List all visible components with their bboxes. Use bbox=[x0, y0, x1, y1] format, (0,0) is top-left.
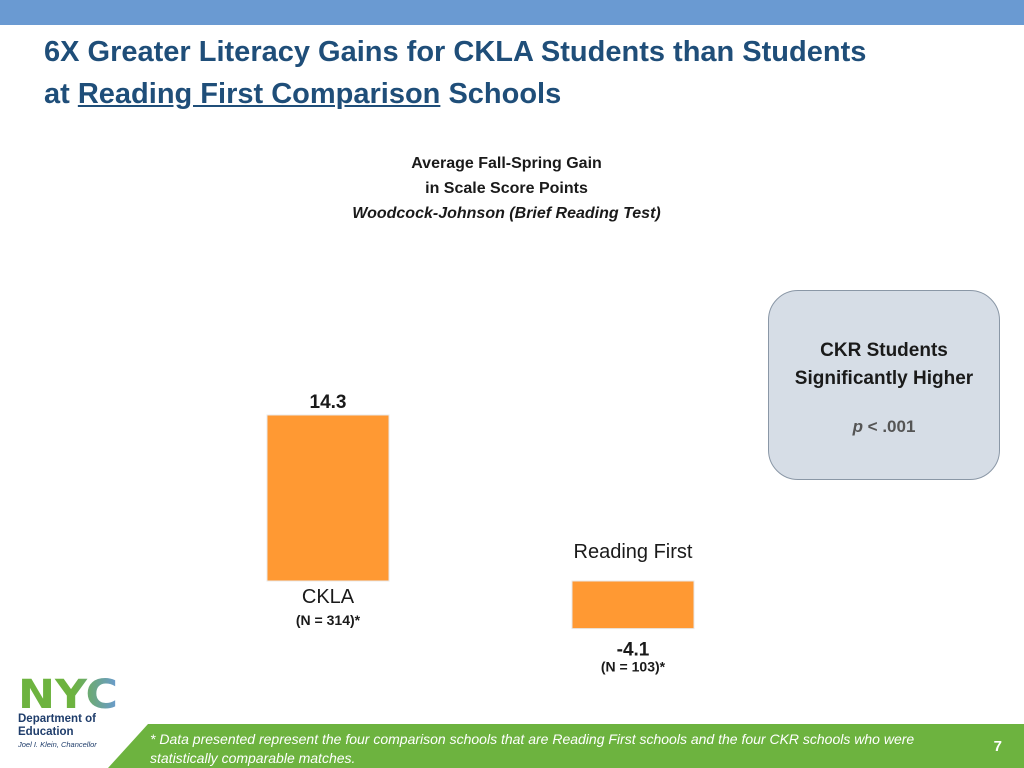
value-label-reading-first: -4.1 bbox=[617, 640, 650, 661]
slide-title: 6X Greater Literacy Gains for CKLA Stude… bbox=[44, 31, 1024, 115]
callout-heading-line-1: CKR Students bbox=[820, 340, 948, 361]
callout-heading: CKR Students Significantly Higher bbox=[769, 337, 999, 393]
category-label-ckla: CKLA bbox=[302, 586, 355, 608]
value-label-ckla: 14.3 bbox=[310, 392, 347, 413]
title-line-1: 6X Greater Literacy Gains for CKLA Stude… bbox=[44, 36, 867, 68]
chart-title-line-1: Average Fall-Spring Gain bbox=[411, 155, 602, 172]
n-label-reading-first: (N = 103)* bbox=[601, 659, 666, 675]
footnote: * Data presented represent the four comp… bbox=[150, 731, 915, 766]
n-label-ckla: (N = 314)* bbox=[296, 612, 361, 628]
category-label-reading-first: Reading First bbox=[574, 541, 693, 563]
title-line-2: at Reading First Comparison Schools bbox=[44, 73, 1024, 115]
title-underlined: Reading First Comparison bbox=[77, 78, 441, 110]
nyc-logo-text: NYC bbox=[18, 674, 118, 710]
department-line-2: Education bbox=[18, 725, 74, 738]
chart-title-line-2: in Scale Score Points bbox=[425, 180, 588, 197]
callout-heading-line-2: Significantly Higher bbox=[794, 368, 974, 389]
chart-title: Average Fall-Spring Gain in Scale Score … bbox=[300, 151, 713, 226]
nyc-doe-logo: NYC Department of Education Joel I. Klei… bbox=[18, 674, 128, 749]
bar-ckla bbox=[266, 414, 390, 582]
title-prefix: at bbox=[44, 78, 78, 110]
chart-subtitle: Woodcock-Johnson (Brief Reading Test) bbox=[352, 205, 661, 222]
p-value: p < .001 bbox=[769, 417, 999, 437]
page-number: 7 bbox=[993, 738, 1002, 755]
p-value-text: < .001 bbox=[862, 417, 916, 436]
bar-reading-first bbox=[571, 580, 695, 630]
footer-bar: * Data presented represent the four comp… bbox=[108, 724, 1024, 768]
title-suffix: Schools bbox=[440, 78, 562, 110]
top-bar bbox=[0, 0, 1024, 25]
significance-callout: CKR Students Significantly Higher p < .0… bbox=[768, 290, 1000, 480]
chancellor-name: Joel I. Klein, Chancellor bbox=[18, 740, 97, 749]
nyc-logo: NYC bbox=[18, 674, 118, 710]
department-line-1: Department of bbox=[18, 713, 96, 725]
department-name: Department of Education bbox=[18, 713, 128, 738]
p-symbol: p bbox=[852, 417, 863, 436]
